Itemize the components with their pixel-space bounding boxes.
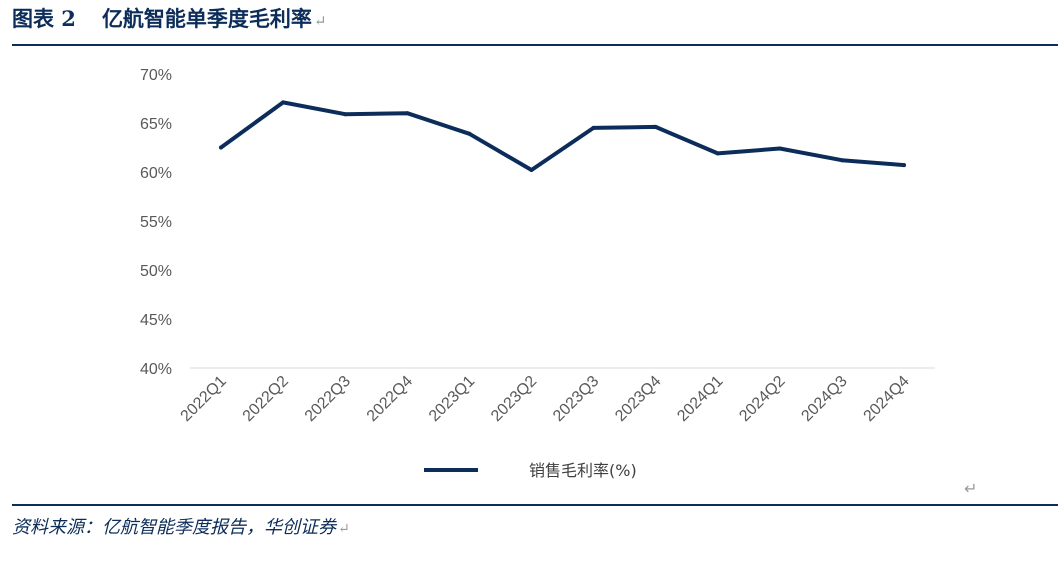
x-tick-label: 2023Q3 <box>550 373 602 425</box>
y-tick-label: 70% <box>140 67 172 84</box>
x-tick-label: 2022Q3 <box>302 373 354 425</box>
x-tick-label: 2022Q4 <box>364 373 416 425</box>
return-mark-icon: ↵ <box>338 521 350 537</box>
footer-divider <box>12 504 1058 506</box>
data-point <box>529 168 534 172</box>
x-tick-label: 2022Q2 <box>240 373 292 425</box>
x-tick-label: 2024Q2 <box>736 373 788 425</box>
legend: 销售毛利率(%) <box>424 461 637 480</box>
data-point <box>591 125 596 130</box>
y-tick-label: 55% <box>140 214 172 231</box>
data-point <box>467 131 472 136</box>
data-point <box>839 158 844 163</box>
data-point <box>715 151 720 156</box>
legend-label: 销售毛利率(%) <box>529 461 637 480</box>
y-tick-label: 60% <box>140 165 172 182</box>
source-text: 资料来源：亿航智能季度报告，华创证券 <box>12 517 336 538</box>
y-tick-label: 65% <box>140 116 172 133</box>
return-mark-icon: ↵ <box>313 12 327 30</box>
figure-number: 图表 2 <box>12 6 76 31</box>
x-tick-label: 2024Q4 <box>861 373 913 425</box>
x-tick-label: 2023Q2 <box>488 373 540 425</box>
y-tick-label: 45% <box>140 312 172 329</box>
figure-title: 亿航智能单季度毛利率 <box>101 6 312 31</box>
data-point <box>405 111 410 116</box>
data-point <box>653 124 658 129</box>
header-divider <box>12 44 1058 46</box>
x-tick-label: 2023Q4 <box>612 373 664 425</box>
x-tick-label: 2022Q1 <box>178 373 230 425</box>
y-axis: 40% 45% 50% 55% 60% 65% 70% <box>140 67 172 378</box>
data-point <box>777 146 782 151</box>
x-tick-label: 2024Q3 <box>798 373 850 425</box>
data-point <box>281 100 286 105</box>
x-tick-label: 2023Q1 <box>426 373 478 425</box>
y-tick-label: 40% <box>140 361 172 378</box>
x-axis: 2022Q1 2022Q2 2022Q3 2022Q4 2023Q1 2023Q2 2023… <box>178 373 913 425</box>
data-point <box>343 112 348 117</box>
return-mark-icon: ↵ <box>964 479 978 498</box>
source-note: 资料来源：亿航智能季度报告，华创证券 ↵ <box>12 513 350 539</box>
series-layer <box>219 100 906 172</box>
figure-header: 图表 2 亿航智能单季度毛利率 ↵ <box>12 3 327 35</box>
data-point <box>219 145 223 150</box>
series-line <box>219 100 906 172</box>
y-tick-label: 50% <box>140 263 172 280</box>
line-chart: 40% 45% 50% 55% 60% 65% 70% 2022Q1 2022Q2 2022Q3… <box>140 67 935 480</box>
x-tick-label: 2024Q1 <box>674 373 726 425</box>
data-point <box>902 163 906 168</box>
